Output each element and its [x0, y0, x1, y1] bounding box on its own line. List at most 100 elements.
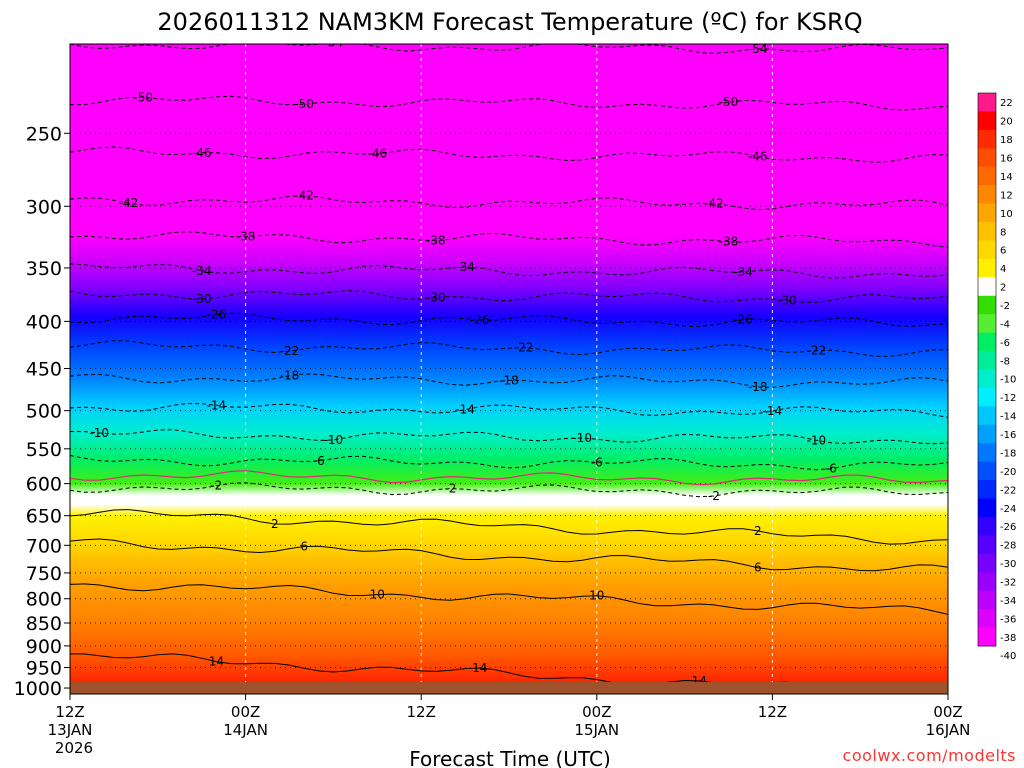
chart-title: 2026011312 NAM3KM Forecast Temperature (… — [157, 8, 862, 36]
isotherm: -54 -54 — [70, 36, 948, 56]
temperature-field — [70, 44, 948, 694]
colorbar-label: -12 — [1000, 393, 1016, 404]
x-tick-label: 12Z — [758, 703, 787, 721]
isotherm-label: -54 — [748, 42, 768, 56]
isotherm-line — [70, 482, 948, 498]
colorbar-swatch — [978, 203, 996, 223]
isotherm-label: -38 — [236, 230, 256, 244]
colorbar-swatch — [978, 314, 996, 334]
isotherm-label: -26 — [207, 308, 227, 322]
isotherm-label: -42 — [704, 197, 724, 211]
colorbar-label: -4 — [1000, 319, 1010, 330]
isotherm-line — [70, 538, 948, 572]
isotherm-label: -14 — [455, 403, 475, 417]
x-tick-label: 15JAN — [574, 721, 619, 739]
grid-lines — [70, 44, 948, 694]
colorbar-label: -38 — [1000, 633, 1016, 644]
isotherm-line — [70, 340, 948, 357]
isotherm-label: -34 — [192, 264, 212, 278]
site-credit[interactable]: coolwx.com/modelts — [842, 746, 1016, 765]
isotherm-label: -10 — [806, 433, 826, 447]
colorbar-label: -10 — [1000, 375, 1016, 386]
y-tick-label: 250 — [26, 123, 62, 145]
isotherm-label: -50 — [133, 90, 153, 104]
isotherm-line — [70, 509, 948, 545]
colorbar-swatch — [978, 443, 996, 463]
isotherm-label: -38 — [426, 234, 446, 248]
x-axis-label: Forecast Time (UTC) — [409, 747, 611, 768]
colorbar-swatch — [978, 498, 996, 518]
isotherm-label: 2 — [754, 524, 762, 538]
isotherm-label: -2 — [210, 479, 222, 493]
colorbar-label: -20 — [1000, 467, 1016, 478]
isotherm-label: -30 — [192, 292, 212, 306]
colorbar-label: -40 — [1000, 651, 1016, 662]
y-tick-label: 850 — [26, 613, 62, 635]
isotherm-line — [70, 429, 948, 445]
colorbar-label: -14 — [1000, 412, 1016, 423]
isotherm: -14 -14 -14 — [70, 398, 948, 418]
colorbar-swatch — [978, 148, 996, 168]
x-tick-label: 14JAN — [223, 721, 268, 739]
isotherm-label: 2 — [271, 517, 279, 531]
colorbar-label: 20 — [1000, 117, 1013, 128]
colorbar-swatch — [978, 258, 996, 278]
colorbar-label: -26 — [1000, 522, 1016, 533]
colorbar-swatch — [978, 369, 996, 389]
colorbar-label: -6 — [1000, 338, 1010, 349]
x-tick-label: 16JAN — [926, 721, 971, 739]
isotherm-label: -6 — [591, 455, 603, 469]
colorbar-swatch — [978, 535, 996, 555]
colorbar-swatch — [978, 516, 996, 536]
y-tick-label: 950 — [26, 658, 62, 680]
isotherm-label: -50 — [719, 95, 739, 109]
isotherm-line — [70, 402, 948, 418]
x-tick-label: 00Z — [933, 703, 962, 721]
y-tick-label: 450 — [26, 359, 62, 381]
isotherm-label: -18 — [280, 369, 300, 383]
y-tick-label: 650 — [26, 506, 62, 528]
isotherm-label: -2 — [444, 482, 456, 496]
colorbar-swatch — [978, 461, 996, 481]
isotherm: -22 -22 -22 — [70, 340, 948, 358]
isotherm-label: -10 — [572, 431, 592, 445]
isotherm: -50 -50 -50 — [70, 90, 948, 111]
colorbar-label: -24 — [1000, 504, 1016, 515]
x-tick-label: 2026 — [55, 739, 93, 757]
isotherm-label: -22 — [280, 344, 300, 358]
x-tick-label: 12Z — [55, 703, 84, 721]
isotherm-label: -30 — [426, 291, 446, 305]
isotherm-label: -22 — [514, 341, 534, 355]
colorbar-swatch — [978, 351, 996, 370]
isotherm-label: 10 — [589, 589, 604, 603]
colorbar-label: 4 — [1000, 264, 1006, 275]
isotherm-label: 10 — [370, 588, 385, 602]
colorbar-label: -22 — [1000, 485, 1016, 496]
isotherm-label: -38 — [719, 235, 739, 249]
isotherm-label: -10 — [324, 433, 344, 447]
isotherm-label: -2 — [708, 489, 720, 503]
colorbar-label: 2 — [1000, 283, 1006, 294]
colorbar-label: -32 — [1000, 577, 1016, 588]
isotherm-label: -54 — [324, 36, 344, 50]
isotherm-label: -30 — [777, 294, 797, 308]
isotherm-label: -34 — [455, 260, 475, 274]
isotherm-label: -34 — [733, 265, 753, 279]
colorbar-label: -36 — [1000, 614, 1016, 625]
isotherm-label: -14 — [207, 398, 227, 412]
isotherm-label: 14 — [209, 655, 224, 669]
y-tick-label: 800 — [26, 589, 62, 611]
isotherm: 66 — [70, 538, 948, 575]
isotherm-line — [70, 455, 948, 471]
colorbar-swatch — [978, 553, 996, 573]
isotherm-label: -26 — [470, 313, 490, 327]
isotherm-label: 14 — [472, 661, 487, 675]
isotherm-label: -10 — [89, 426, 109, 440]
plot-area: -54 -54-50 -50 -50-46 -46 -46-42-42-42-38 -38-… — [70, 36, 948, 694]
isotherm-label: -22 — [806, 344, 826, 358]
colorbar-label: -34 — [1000, 596, 1016, 607]
isotherm-line — [70, 373, 948, 388]
isotherm-label: -14 — [763, 404, 783, 418]
colorbar-swatch — [978, 387, 996, 407]
